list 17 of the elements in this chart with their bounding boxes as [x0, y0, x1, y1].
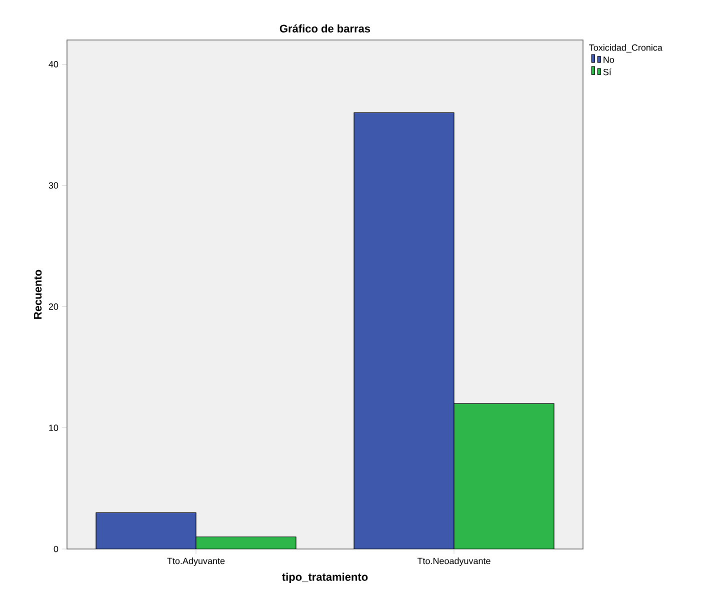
x-tick-label: Tto.Adyuvante	[167, 558, 225, 566]
bar	[196, 536, 296, 549]
x-tick-label: Tto.Neoadyuvante	[417, 558, 490, 566]
legend-title: Toxicidad_Cronica	[589, 44, 662, 52]
bar	[454, 403, 554, 549]
bar	[354, 112, 454, 549]
y-axis-title: Recuento	[34, 270, 42, 319]
x-axis-title: tipo_tratamiento	[282, 572, 368, 583]
chart-title: Gráfico de barras	[280, 24, 370, 32]
y-tick-label: 30	[48, 182, 58, 189]
legend-label: Sí	[603, 68, 612, 76]
y-tick-label: 40	[48, 61, 58, 68]
bar	[96, 512, 196, 549]
y-tick-label: 10	[49, 424, 58, 431]
y-tick-label: 20	[48, 303, 58, 310]
legend-label: No	[604, 56, 614, 63]
y-tick-label: 0	[54, 546, 58, 552]
